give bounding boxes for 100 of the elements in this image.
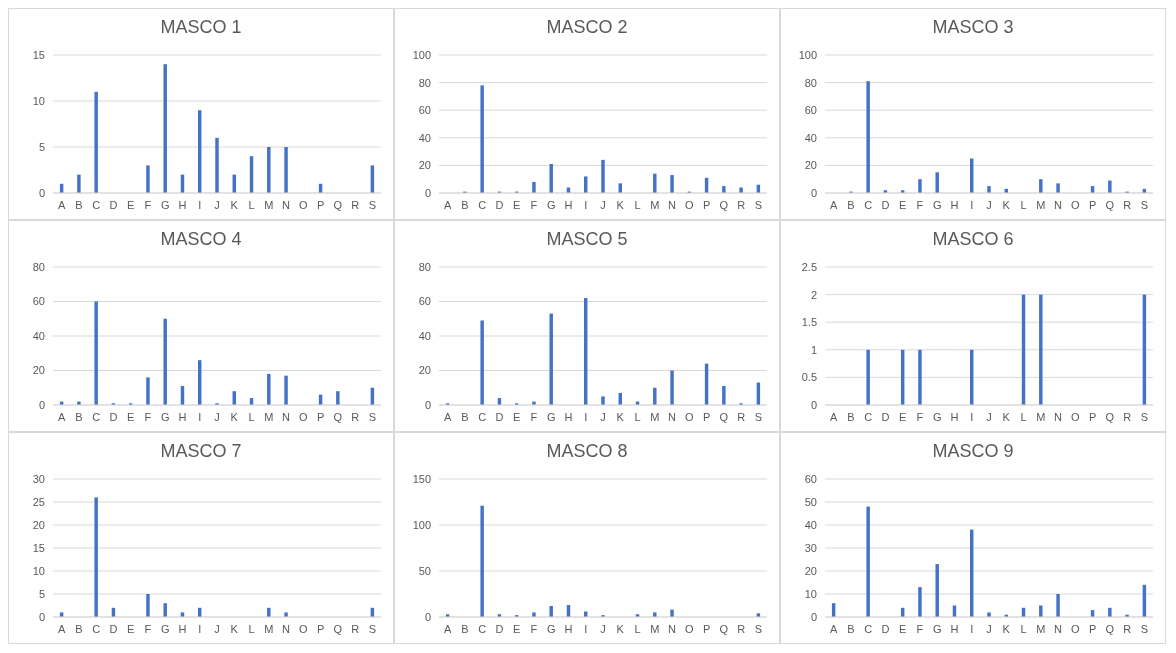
x-tick-label: D — [495, 198, 504, 211]
x-tick-label: A — [443, 410, 452, 423]
x-tick-label: R — [1123, 198, 1132, 211]
x-tick-label: P — [316, 410, 325, 423]
x-tick-label: C — [478, 198, 487, 211]
x-tick-label: L — [634, 410, 641, 423]
y-tick-label: 40 — [32, 329, 45, 342]
x-tick-label: A — [57, 622, 66, 635]
x-tick-label: M — [264, 622, 274, 635]
x-tick-label: M — [1036, 410, 1046, 423]
x-tick-label: Q — [719, 410, 729, 423]
x-tick-label: E — [513, 622, 521, 635]
x-tick-label: I — [584, 410, 588, 423]
x-tick-label: I — [584, 198, 588, 211]
chart-title: MASCO 9 — [931, 440, 1015, 463]
x-tick-label: M — [650, 198, 660, 211]
x-tick-label: A — [443, 198, 452, 211]
y-tick-label: 150 — [412, 472, 431, 485]
chart-title: MASCO 7 — [159, 440, 243, 463]
x-tick-label: K — [1002, 198, 1011, 211]
y-tick-label: 0 — [38, 398, 45, 411]
x-tick-label: M — [264, 198, 274, 211]
x-tick-label: Q — [1105, 198, 1115, 211]
x-tick-label: S — [368, 622, 377, 635]
x-tick-label: F — [916, 198, 924, 211]
x-tick-label: E — [127, 410, 135, 423]
x-tick-label: B — [847, 622, 855, 635]
x-tick-label: D — [881, 198, 890, 211]
x-tick-label: R — [737, 622, 746, 635]
y-tick-label: 10 — [804, 587, 817, 600]
y-tick-label: 15 — [32, 48, 45, 61]
y-tick-label: 0 — [424, 186, 431, 199]
x-tick-label: C — [864, 410, 873, 423]
y-tick-label: 100 — [798, 48, 817, 61]
x-tick-label: O — [299, 410, 309, 423]
y-tick-label: 60 — [418, 104, 431, 117]
chart-title: MASCO 2 — [545, 16, 629, 39]
x-tick-label: H — [564, 410, 573, 423]
x-tick-label: P — [316, 198, 325, 211]
y-tick-label: 0.5 — [801, 371, 817, 384]
x-tick-label: N — [668, 622, 677, 635]
x-tick-label: O — [1071, 198, 1081, 211]
x-tick-label: R — [351, 198, 360, 211]
x-tick-label: B — [461, 410, 469, 423]
x-tick-label: D — [881, 410, 890, 423]
x-tick-label: D — [109, 622, 118, 635]
y-tick-label: 25 — [32, 495, 45, 508]
x-tick-label: H — [950, 198, 959, 211]
x-tick-label: Q — [333, 198, 343, 211]
y-tick-label: 80 — [32, 260, 45, 273]
x-tick-label: J — [986, 198, 992, 211]
x-tick-label: B — [461, 622, 469, 635]
x-tick-label: L — [248, 198, 255, 211]
x-tick-label: M — [650, 410, 660, 423]
x-tick-label: H — [178, 198, 187, 211]
x-tick-label: K — [616, 622, 625, 635]
x-tick-label: R — [351, 622, 360, 635]
x-tick-label: E — [513, 410, 521, 423]
y-tick-label: 20 — [32, 518, 45, 531]
y-tick-label: 40 — [418, 131, 431, 144]
x-tick-label: M — [264, 410, 274, 423]
y-tick-label: 100 — [412, 518, 431, 531]
x-tick-label: D — [495, 622, 504, 635]
y-tick-label: 0 — [810, 186, 817, 199]
x-tick-label: I — [198, 410, 202, 423]
x-tick-label: L — [634, 198, 641, 211]
x-tick-label: H — [564, 622, 573, 635]
x-tick-label: F — [530, 410, 538, 423]
x-tick-label: J — [214, 622, 220, 635]
x-tick-label: A — [829, 410, 838, 423]
x-tick-label: N — [282, 622, 291, 635]
x-tick-label: J — [986, 622, 992, 635]
x-tick-label: P — [1088, 622, 1097, 635]
x-tick-label: Q — [719, 198, 729, 211]
x-tick-label: G — [546, 198, 556, 211]
x-tick-label: B — [75, 198, 83, 211]
y-tick-label: 10 — [32, 94, 45, 107]
chart-title: MASCO 4 — [159, 228, 243, 251]
x-tick-label: B — [461, 198, 469, 211]
x-tick-label: L — [248, 410, 255, 423]
x-tick-label: H — [950, 622, 959, 635]
y-tick-label: 2 — [810, 288, 817, 301]
x-tick-label: O — [1071, 410, 1081, 423]
x-tick-label: G — [546, 622, 556, 635]
y-tick-label: 100 — [412, 48, 431, 61]
y-tick-label: 0 — [424, 610, 431, 623]
x-tick-label: O — [299, 198, 309, 211]
x-tick-label: C — [478, 410, 487, 423]
x-tick-label: R — [737, 410, 746, 423]
x-tick-label: O — [685, 622, 695, 635]
y-tick-label: 1.5 — [801, 316, 817, 329]
x-tick-label: L — [1020, 622, 1027, 635]
x-tick-label: F — [144, 410, 152, 423]
x-tick-label: K — [1002, 622, 1011, 635]
y-tick-label: 20 — [32, 364, 45, 377]
x-tick-label: S — [754, 410, 763, 423]
x-tick-label: H — [178, 622, 187, 635]
x-tick-label: P — [702, 622, 711, 635]
x-tick-label: N — [1054, 410, 1063, 423]
x-tick-label: S — [754, 622, 763, 635]
